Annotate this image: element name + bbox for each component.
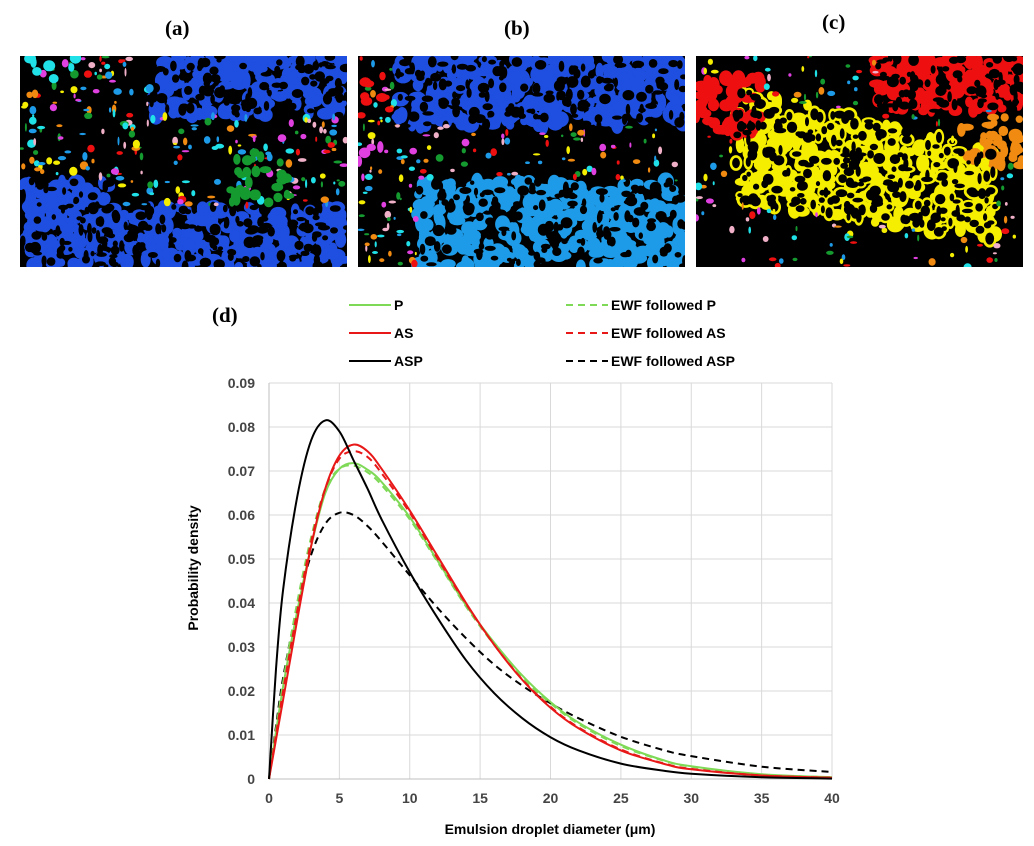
chart-axes: 0 0.01 0.02 0.03 0.04 0.05 0.06 0.07 0.08 0.09 0 5 1… — [228, 375, 840, 806]
micrograph-c — [696, 56, 1023, 267]
series-line-ewf-followed-as — [268, 450, 833, 780]
panel-label-c: (c) — [822, 10, 846, 34]
x-tick-label: 25 — [613, 790, 629, 806]
legend-label: EWF followed P — [611, 297, 716, 313]
y-tick-label: 0.04 — [228, 595, 255, 611]
y-tick-label: 0 — [247, 771, 255, 787]
chart-series — [268, 419, 833, 780]
y-tick-label: 0.01 — [228, 727, 255, 743]
y-axis-title: Probability density — [185, 505, 201, 630]
y-tick-label: 0.06 — [228, 507, 255, 523]
y-tick-label: 0.02 — [228, 683, 255, 699]
x-tick-label: 0 — [265, 790, 273, 806]
panel-label-b: (b) — [504, 16, 530, 40]
x-tick-label: 10 — [402, 790, 418, 806]
x-axis-title: Emulsion droplet diameter (μm) — [445, 821, 656, 837]
chart-grid — [269, 382, 833, 779]
y-tick-label: 0.05 — [228, 551, 255, 567]
chart-legend: P AS ASP EWF followed P EWF followed AS EWF f… — [349, 297, 735, 369]
y-tick-label: 0.09 — [228, 375, 255, 391]
y-tick-label: 0.08 — [228, 419, 255, 435]
panel-label-a: (a) — [165, 16, 190, 40]
legend-label: AS — [394, 325, 413, 341]
legend-label: ASP — [394, 353, 423, 369]
x-tick-label: 5 — [335, 790, 343, 806]
x-tick-label: 15 — [472, 790, 488, 806]
legend-label: EWF followed ASP — [611, 353, 735, 369]
series-line-asp — [268, 419, 833, 780]
panel-label-d: (d) — [212, 303, 238, 327]
x-tick-label: 35 — [754, 790, 770, 806]
micrograph-b — [358, 56, 685, 267]
series-line-ewf-followed-asp — [268, 511, 833, 780]
x-tick-label: 20 — [543, 790, 559, 806]
y-tick-label: 0.07 — [228, 463, 255, 479]
y-tick-label: 0.03 — [228, 639, 255, 655]
micrograph-a — [20, 56, 347, 267]
x-tick-label: 40 — [824, 790, 840, 806]
legend-label: P — [394, 297, 403, 313]
x-tick-label: 30 — [683, 790, 699, 806]
legend-label: EWF followed AS — [611, 325, 726, 341]
